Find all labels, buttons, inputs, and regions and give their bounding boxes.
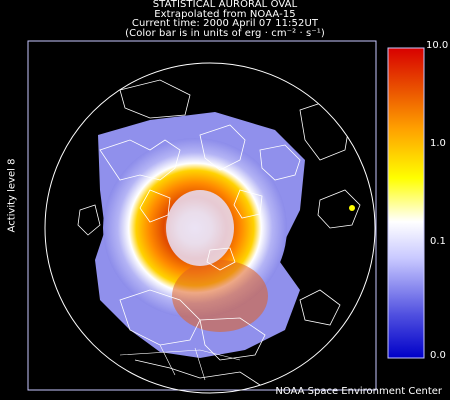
chart-subtitle: Extrapolated from NOAA-15 <box>154 8 296 20</box>
sun-marker <box>349 205 355 211</box>
credit-label: NOAA Space Environment Center <box>275 386 442 397</box>
plot-frame <box>27 40 377 391</box>
auroral-oval-center <box>166 190 234 266</box>
title-block: STATISTICAL AURORAL OVAL Extrapolated fr… <box>0 0 450 38</box>
colorbar-label-min: 0.0 <box>430 350 446 361</box>
coastlines <box>77 79 361 386</box>
chart-title: STATISTICAL AURORAL OVAL <box>152 0 298 10</box>
colorbar-label-max: 10.0 <box>426 40 449 51</box>
activity-level-label: Activity level 8 <box>6 158 18 233</box>
units-note: (Color bar is in units of erg · cm⁻² · s… <box>125 27 325 39</box>
colorbar-label-0-1: 0.1 <box>430 236 446 247</box>
current-time: Current time: 2000 April 07 11:52UT <box>131 18 319 29</box>
globe-outline <box>44 62 376 394</box>
auroral-oval-south-lobe <box>172 260 268 332</box>
colorbar <box>387 47 425 359</box>
colorbar-label-1: 1.0 <box>430 138 446 149</box>
globe-content <box>77 79 361 386</box>
